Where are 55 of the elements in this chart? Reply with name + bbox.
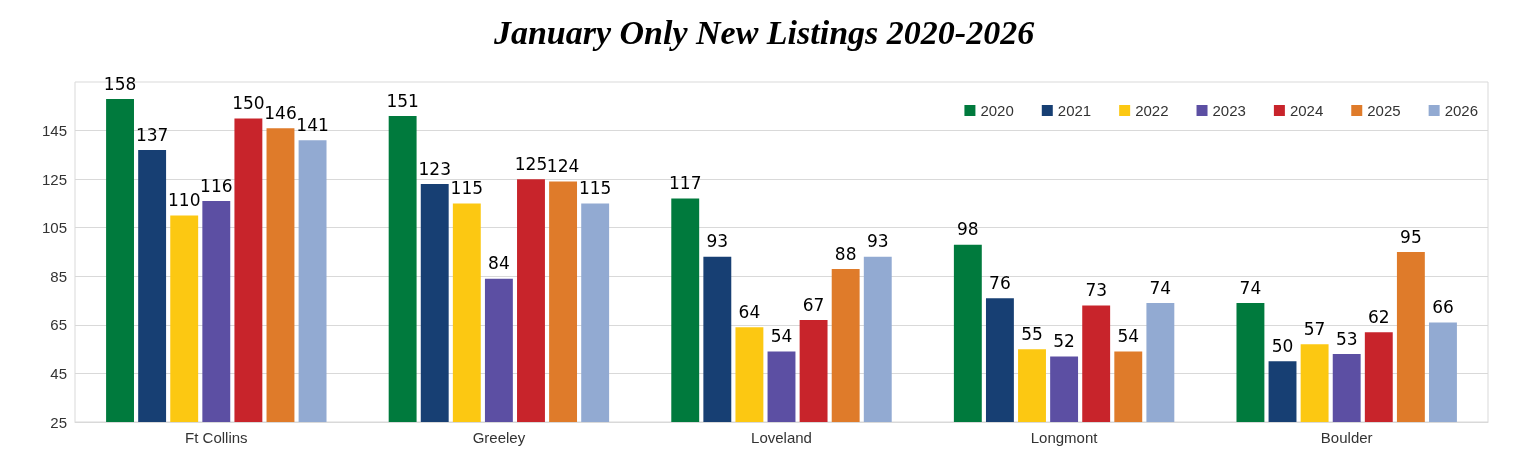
data-label: 115	[578, 177, 612, 198]
data-label: 146	[264, 102, 297, 123]
data-label: 74	[1239, 277, 1262, 298]
data-label: 95	[1400, 226, 1422, 247]
data-label: 123	[418, 158, 451, 179]
legend-label: 2020	[980, 102, 1014, 119]
data-label: 74	[1149, 277, 1172, 298]
data-label: 151	[386, 90, 419, 111]
data-label: 93	[706, 231, 729, 252]
chart-title: January Only New Listings 2020-2026	[492, 13, 1035, 51]
data-label: 54	[1117, 326, 1140, 347]
data-label: 73	[1085, 279, 1108, 300]
legend-label: 2022	[1135, 102, 1169, 119]
data-label: 57	[1303, 318, 1326, 339]
data-label: 150	[232, 92, 265, 113]
y-tick-label: 145	[41, 122, 67, 140]
x-tick-label: Greeley	[472, 429, 526, 446]
data-label: 84	[488, 253, 510, 274]
data-label: 54	[770, 326, 793, 347]
y-tick-label: 45	[50, 364, 67, 382]
data-label: 117	[669, 173, 702, 194]
data-label: 66	[1432, 296, 1454, 317]
x-tick-label: Loveland	[751, 429, 812, 446]
data-label: 116	[200, 175, 233, 196]
data-label: 125	[514, 153, 548, 174]
data-label: 52	[1053, 330, 1075, 351]
legend-label: 2024	[1289, 102, 1324, 119]
data-label: 55	[1021, 323, 1043, 344]
y-tick-label: 125	[41, 170, 67, 188]
data-label: 88	[834, 243, 857, 264]
data-label: 158	[103, 73, 137, 94]
data-label: 93	[866, 231, 889, 252]
legend-label: 2026	[1444, 102, 1479, 119]
x-tick-label: Boulder	[1320, 429, 1373, 446]
x-tick-label: Ft Collins	[185, 429, 248, 446]
data-label: 124	[546, 156, 580, 177]
data-label: 98	[957, 219, 979, 240]
data-label: 50	[1271, 335, 1294, 356]
data-label: 53	[1335, 328, 1358, 349]
x-tick-label: Longmont	[1030, 429, 1099, 446]
legend-label: 2025	[1367, 102, 1401, 119]
legend-label: 2021	[1057, 102, 1092, 119]
y-tick-label: 65	[50, 316, 67, 334]
data-label: 62	[1367, 306, 1390, 327]
legend-label: 2023	[1212, 102, 1246, 119]
data-label: 137	[135, 124, 169, 145]
data-label: 141	[296, 114, 329, 135]
y-tick-label: 25	[50, 413, 67, 431]
data-label: 64	[738, 301, 761, 322]
data-label: 67	[802, 294, 825, 315]
y-tick-label: 85	[50, 267, 67, 285]
y-tick-label: 105	[41, 219, 67, 237]
data-label: 115	[450, 177, 484, 198]
data-label: 76	[989, 272, 1011, 293]
data-label: 110	[167, 190, 201, 211]
